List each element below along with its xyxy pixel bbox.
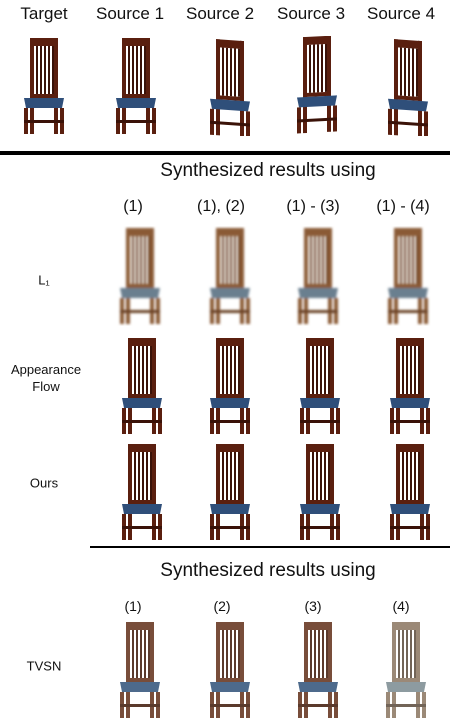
chair-tvsn-3 <box>288 620 348 720</box>
chair-ours-1 <box>112 442 172 542</box>
chair-source-4 <box>372 36 432 136</box>
section1-col-4: (1) - (4) <box>376 198 429 216</box>
chair-l1-4 <box>378 226 438 326</box>
section1-title: Synthesized results using <box>160 160 375 182</box>
label-target: Target <box>20 4 67 24</box>
chair-af-3 <box>290 336 350 436</box>
row-label-ours-text: Ours <box>30 475 58 492</box>
chair-source-2 <box>194 36 254 136</box>
chair-source-1 <box>106 36 166 136</box>
section1-col-3: (1) - (3) <box>286 198 339 216</box>
row-label-appearance-flow: Appearance Flow <box>11 361 81 395</box>
section1-col-2: (1), (2) <box>197 198 245 216</box>
chair-target <box>14 36 74 136</box>
chair-l1-2 <box>200 226 260 326</box>
chair-af-4 <box>380 336 440 436</box>
chair-ours-4 <box>380 442 440 542</box>
chair-tvsn-4 <box>376 620 436 720</box>
section2-title: Synthesized results using <box>160 560 375 582</box>
label-source-2: Source 2 <box>186 4 254 24</box>
divider-thin <box>90 546 450 548</box>
chair-tvsn-2 <box>200 620 260 720</box>
section2-col-2: (2) <box>213 598 230 614</box>
row-label-ours: Ours <box>30 475 58 492</box>
label-source-3: Source 3 <box>277 4 345 24</box>
label-source-1: Source 1 <box>96 4 164 24</box>
chair-ours-3 <box>290 442 350 542</box>
row-label-tvsn-text: TVSN <box>27 658 62 675</box>
label-source-4: Source 4 <box>367 4 435 24</box>
chair-l1-3 <box>288 226 348 326</box>
section2-col-4: (4) <box>392 598 409 614</box>
section2-col-3: (3) <box>304 598 321 614</box>
chair-tvsn-1 <box>110 620 170 720</box>
chair-l1-1 <box>110 226 170 326</box>
row-label-l1-text: L₁ <box>38 272 50 289</box>
chair-source-3 <box>284 36 344 136</box>
chair-ours-2 <box>200 442 260 542</box>
row-label-appearance-line2: Flow <box>11 378 81 395</box>
section2-col-1: (1) <box>124 598 141 614</box>
divider-thick <box>0 151 450 155</box>
chair-af-2 <box>200 336 260 436</box>
section1-col-1: (1) <box>123 198 143 216</box>
row-label-tvsn: TVSN <box>27 658 62 675</box>
chair-af-1 <box>112 336 172 436</box>
row-label-appearance-line1: Appearance <box>11 361 81 378</box>
row-label-l1: L₁ <box>38 272 50 289</box>
